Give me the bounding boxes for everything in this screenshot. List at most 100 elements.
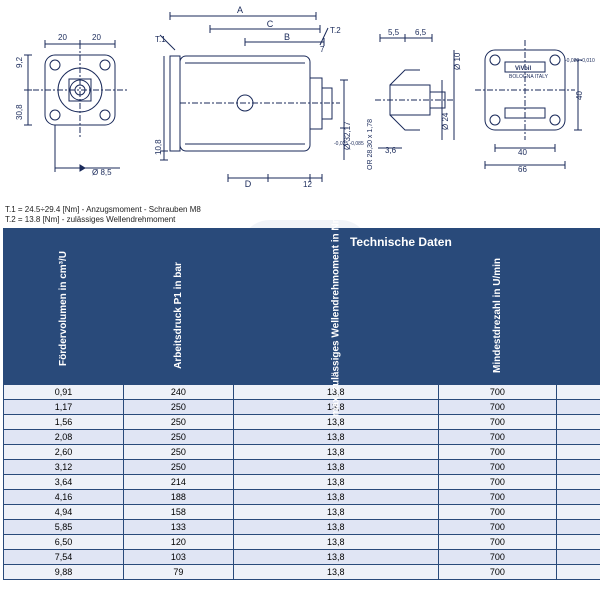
svg-text:20: 20 — [92, 33, 101, 42]
svg-text:OR 28,30 x 1,78: OR 28,30 x 1,78 — [367, 119, 374, 170]
table-cell: 13,8 — [233, 535, 438, 550]
svg-text:-0,020 -0,010: -0,020 -0,010 — [565, 58, 595, 64]
table-cell: 214 — [124, 475, 234, 490]
table-cell: 5000 — [556, 520, 600, 535]
table-cell: 7,54 — [4, 550, 124, 565]
table-cell: 6000 — [556, 475, 600, 490]
table-row: 3,6421413,8700600087,541,575,53/8"1,12 — [4, 475, 600, 490]
table-body: 0,9124013,8700600077,136,365,13/8"0,951,… — [4, 385, 600, 580]
svg-text:A: A — [237, 5, 243, 15]
table-cell: 700 — [438, 520, 556, 535]
note-t1: T.1 = 24.5÷29.4 [Nm] - Anzugsmoment - Sc… — [5, 205, 201, 215]
table-cell: 4,16 — [4, 490, 124, 505]
col-minspeed: Mindestdrezahl in U/min — [438, 256, 556, 376]
svg-text:10,8: 10,8 — [154, 139, 163, 155]
drawing-notes: T.1 = 24.5÷29.4 [Nm] - Anzugsmoment - Sc… — [5, 205, 201, 226]
table-cell: 6000 — [556, 490, 600, 505]
svg-text:30,8: 30,8 — [15, 104, 24, 120]
col-maxspeed: Spitzendrehzahl in U/min — [556, 256, 600, 376]
table-cell: 6000 — [556, 505, 600, 520]
svg-text:20: 20 — [58, 33, 67, 42]
table-cell: 1,56 — [4, 415, 124, 430]
table-row: 2,6025013,8700600083,539,571,53/8"1,06 — [4, 445, 600, 460]
table-cell: 188 — [124, 490, 234, 505]
table-cell: 250 — [124, 400, 234, 415]
table-cell: 240 — [124, 385, 234, 400]
table-cell: 6000 — [556, 400, 600, 415]
table-row: 9,887913,87004000111,553,599,53/8"1,50 — [4, 565, 600, 580]
table-cell: 13,8 — [233, 550, 438, 565]
table-cell: 13,8 — [233, 505, 438, 520]
table-cell: 4000 — [556, 565, 600, 580]
col-torque: max. zulässiges Wellendrehmoment in Nm — [233, 256, 438, 376]
table-row: 6,5012013,8700500097,547,085,53/8"1,30 — [4, 535, 600, 550]
svg-text:T.2: T.2 — [330, 26, 341, 35]
svg-text:D: D — [245, 179, 252, 189]
table-row: 3,1225013,8700600085,540,573,53/8"1,09 — [4, 460, 600, 475]
note-t2: T.2 = 13.8 [Nm] - zulässiges Wellendrehm… — [5, 215, 201, 225]
table-cell: 5,85 — [4, 520, 124, 535]
table-cell: 250 — [124, 415, 234, 430]
table-cell: 6000 — [556, 385, 600, 400]
svg-text:BOLOGNA ITALY: BOLOGNA ITALY — [509, 74, 549, 80]
svg-text:5,5: 5,5 — [388, 28, 400, 37]
table-row: 4,9415813,8700600092,544,080,53/8"1,20 — [4, 505, 600, 520]
table-cell: 700 — [438, 565, 556, 580]
table-cell: 700 — [438, 505, 556, 520]
svg-text:Ø 8,5: Ø 8,5 — [92, 168, 112, 177]
table-cell: 700 — [438, 550, 556, 565]
table-cell: 250 — [124, 445, 234, 460]
spec-table-container: Fördervolumen in cm³/U Technische Daten … — [3, 228, 597, 580]
table-cell: 133 — [124, 520, 234, 535]
svg-text:B: B — [284, 32, 290, 42]
table-cell: 103 — [124, 550, 234, 565]
table-cell: 2,60 — [4, 445, 124, 460]
svg-text:40: 40 — [518, 148, 527, 157]
table-row: 0,9124013,8700600077,136,365,13/8"0,95 — [4, 385, 600, 400]
col-p1: Arbeitsdruck P1 in bar — [124, 256, 234, 376]
table-section-row: Fördervolumen in cm³/U Technische Daten … — [4, 229, 600, 256]
table-cell: 3,12 — [4, 460, 124, 475]
table-cell: 6,50 — [4, 535, 124, 550]
svg-text:66: 66 — [518, 165, 527, 174]
svg-text:40: 40 — [575, 91, 584, 100]
table-cell: 0,91 — [4, 385, 124, 400]
svg-text:6,5: 6,5 — [415, 28, 427, 37]
table-row: 4,1618813,8700600089,542,577,53/8"1,17 — [4, 490, 600, 505]
table-cell: 2,08 — [4, 430, 124, 445]
table-cell: 700 — [438, 475, 556, 490]
svg-text:9,2: 9,2 — [15, 56, 24, 68]
table-cell: 13,8 — [233, 445, 438, 460]
table-cell: 120 — [124, 535, 234, 550]
svg-text:ViVoil: ViVoil — [515, 66, 531, 72]
table-cell: 250 — [124, 430, 234, 445]
table-cell: 700 — [438, 535, 556, 550]
table-cell: 5000 — [556, 550, 600, 565]
table-cell: 9,88 — [4, 565, 124, 580]
col-volume: Fördervolumen in cm³/U — [4, 229, 124, 385]
table-row: 1,1725013,8700600078,036,866,03/8"0,97 — [4, 400, 600, 415]
svg-text:3,6: 3,6 — [385, 146, 397, 155]
table-cell: 700 — [438, 415, 556, 430]
table-cell: 13,8 — [233, 460, 438, 475]
svg-text:C: C — [267, 19, 274, 29]
table-cell: 700 — [438, 460, 556, 475]
table-cell: 13,8 — [233, 430, 438, 445]
table-cell: 6000 — [556, 460, 600, 475]
spec-table: Fördervolumen in cm³/U Technische Daten … — [3, 228, 600, 580]
svg-text:12: 12 — [303, 180, 312, 189]
table-cell: 6000 — [556, 415, 600, 430]
table-cell: 13,8 — [233, 415, 438, 430]
table-cell: 5000 — [556, 535, 600, 550]
section-tech: Technische Daten — [124, 229, 600, 256]
table-cell: 4,94 — [4, 505, 124, 520]
table-cell: 700 — [438, 400, 556, 415]
svg-text:-0,025 -0,085: -0,025 -0,085 — [334, 141, 364, 147]
table-row: 7,5410313,87005000102,549,090,53/8"1,36 — [4, 550, 600, 565]
table-cell: 13,8 — [233, 520, 438, 535]
table-cell: 250 — [124, 460, 234, 475]
table-cell: 13,8 — [233, 565, 438, 580]
table-cell: 6000 — [556, 445, 600, 460]
table-row: 1,5625013,8700600079,537,567,53/8"1,01 — [4, 415, 600, 430]
table-cell: 13,8 — [233, 475, 438, 490]
